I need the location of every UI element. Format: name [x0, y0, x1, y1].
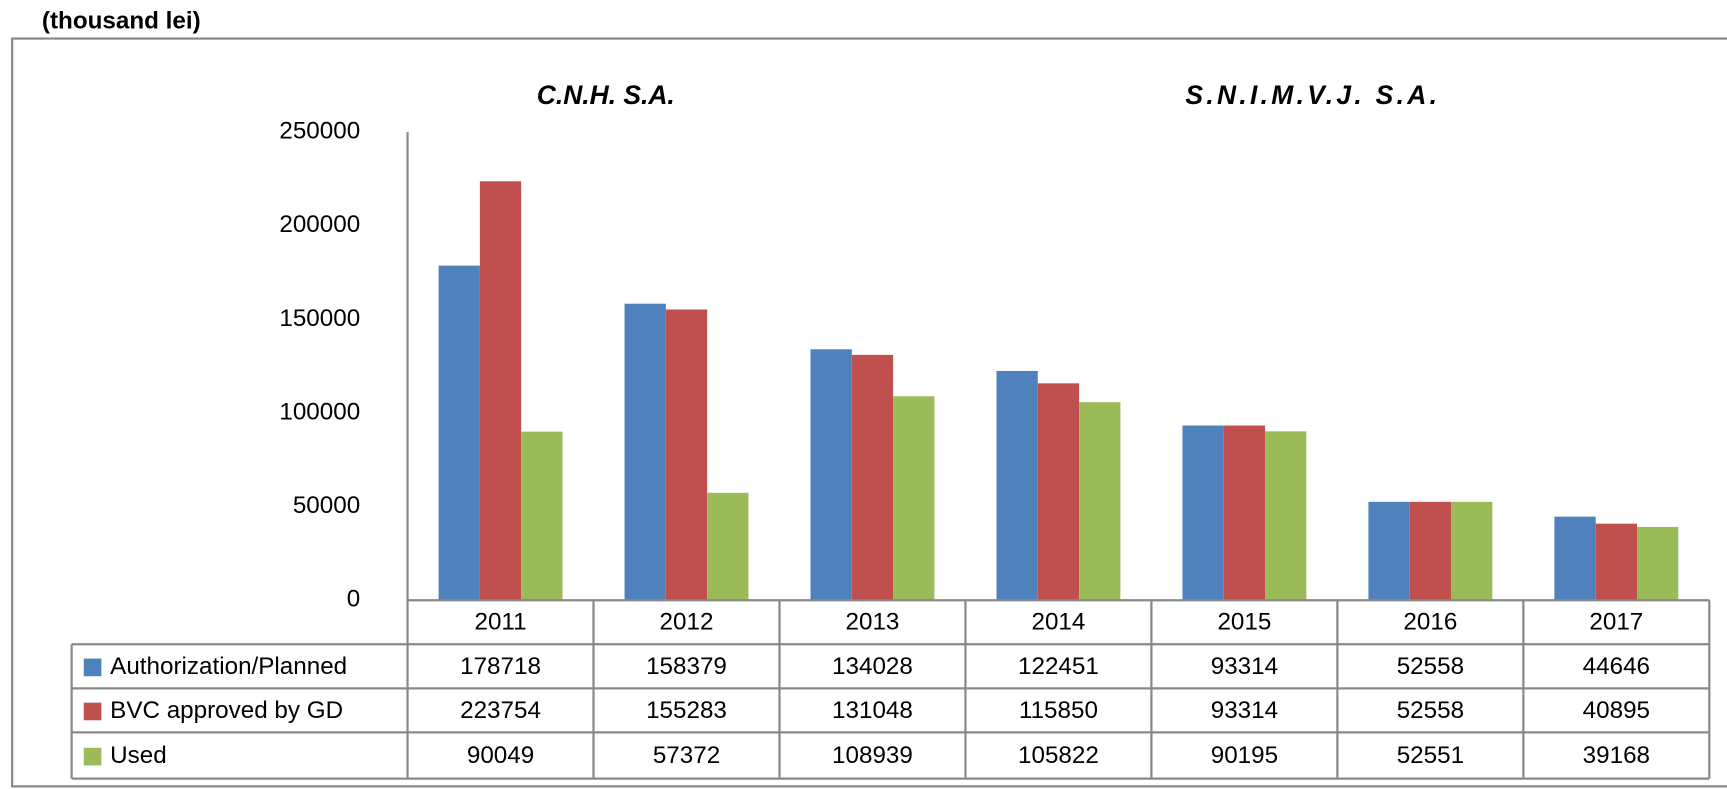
bar — [1451, 501, 1493, 601]
table-value: 134028 — [832, 653, 913, 680]
bar — [438, 265, 480, 601]
y-tick-label: 250000 — [279, 118, 360, 145]
legend-label: Authorization/Planned — [110, 653, 347, 680]
table-value: 90195 — [1211, 742, 1278, 769]
legend-key — [83, 702, 102, 721]
bar — [1223, 425, 1266, 601]
annotation: S.N.I.M.V.J. S.A. — [1185, 80, 1440, 110]
y-tick-label: 100000 — [279, 398, 360, 425]
table-value: 93314 — [1211, 697, 1278, 724]
table-value: 90049 — [467, 742, 534, 769]
chart-border — [11, 37, 1727, 788]
bar — [1182, 425, 1224, 601]
table-value: 155283 — [646, 697, 727, 724]
x-tick-label: 2011 — [474, 609, 526, 636]
table-value: 40895 — [1583, 697, 1650, 724]
bar — [1636, 526, 1679, 601]
x-tick-label: 2013 — [846, 609, 900, 636]
bar — [893, 396, 935, 601]
legend-key — [83, 658, 102, 677]
table-value: 105822 — [1018, 742, 1099, 769]
bar — [1037, 383, 1080, 601]
y-tick-label: 0 — [347, 586, 360, 613]
table-value: 115850 — [1019, 697, 1098, 724]
bar — [624, 303, 666, 601]
legend-label: BVC approved by GD — [110, 697, 343, 724]
table-value: 122451 — [1018, 653, 1099, 680]
x-tick-label: 2017 — [1589, 609, 1643, 636]
x-tick-label: 2014 — [1031, 609, 1085, 636]
x-tick-label: 2015 — [1217, 609, 1271, 636]
bar — [521, 431, 563, 601]
bar — [707, 492, 749, 601]
table-value: 57372 — [653, 742, 720, 769]
bar — [665, 309, 708, 601]
table-value: 44646 — [1583, 653, 1650, 680]
x-tick-label: 2012 — [660, 609, 714, 636]
unit-label: (thousand lei) — [42, 7, 201, 34]
table-value: 108939 — [832, 742, 913, 769]
table-value: 178718 — [460, 653, 541, 680]
bar — [1409, 501, 1452, 601]
bar — [851, 354, 894, 601]
annotation: C.N.H. S.A. — [537, 80, 675, 110]
table-value: 223754 — [460, 697, 541, 724]
bar — [1595, 523, 1637, 601]
bar — [1554, 516, 1596, 601]
y-tick-label: 150000 — [279, 305, 360, 332]
table-value: 93314 — [1211, 653, 1278, 680]
bar — [810, 349, 852, 601]
table-value: 52558 — [1397, 653, 1464, 680]
table-value: 52551 — [1397, 742, 1464, 769]
legend-key — [83, 747, 102, 766]
x-tick-label: 2016 — [1403, 609, 1457, 636]
bar — [479, 181, 522, 601]
table-value: 52558 — [1397, 697, 1464, 724]
y-tick-label: 50000 — [293, 492, 360, 519]
bar — [1265, 431, 1307, 601]
table-value: 39168 — [1583, 742, 1650, 769]
bar — [1368, 501, 1410, 601]
table-value: 158379 — [646, 653, 727, 680]
table-value: 131048 — [832, 697, 913, 724]
bar — [996, 370, 1038, 601]
legend-label: Used — [110, 742, 167, 769]
y-tick-label: 200000 — [279, 211, 360, 238]
bar — [1079, 402, 1121, 601]
